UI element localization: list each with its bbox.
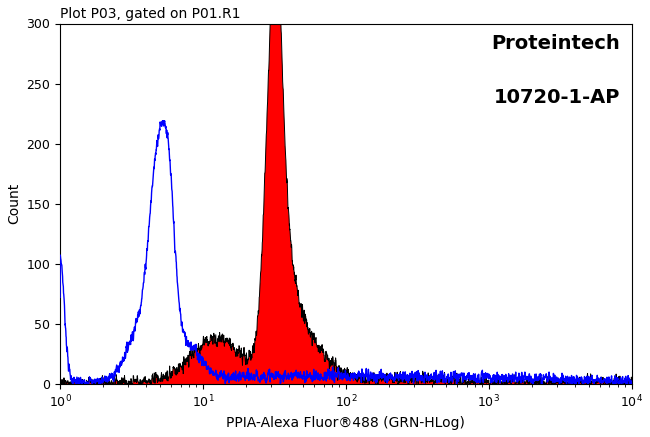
X-axis label: PPIA-Alexa Fluor®488 (GRN-HLog): PPIA-Alexa Fluor®488 (GRN-HLog) [226, 416, 465, 430]
Text: 10720-1-AP: 10720-1-AP [494, 88, 620, 108]
Text: Proteintech: Proteintech [491, 35, 620, 53]
Y-axis label: Count: Count [7, 183, 21, 225]
Text: Plot P03, gated on P01.R1: Plot P03, gated on P01.R1 [60, 7, 240, 21]
